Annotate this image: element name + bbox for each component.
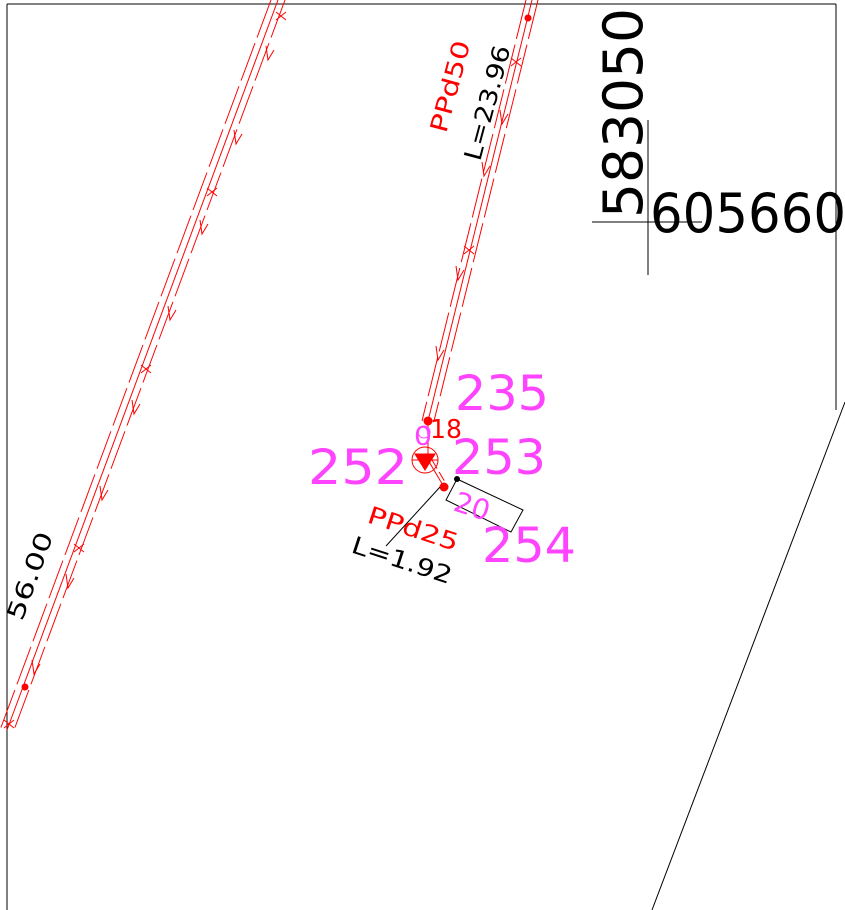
main-pipe-flow-arrows [435, 109, 509, 362]
fragment-label-18: 18 [430, 415, 462, 445]
drawing-frame [6, 3, 837, 910]
point-label-235: 235 [455, 366, 549, 422]
northing-coordinate: 583050 [592, 8, 655, 218]
valve-symbol [411, 425, 439, 474]
left-pipe-flow-arrows [31, 45, 275, 676]
branch-leader-line [385, 486, 441, 547]
coordinate-crosshair [592, 120, 702, 275]
point-label-252: 252 [308, 440, 408, 496]
branch-node-top [423, 416, 433, 426]
chamber-symbol [385, 476, 524, 547]
main-pipe-top-node [524, 14, 532, 22]
left-pipe-length-label: 56.00 [1, 528, 59, 624]
left-pipe-cross-marks [3, 11, 287, 729]
point-label-253: 253 [452, 430, 546, 486]
valve-triangle-icon [414, 453, 436, 471]
point-label-254: 254 [482, 518, 576, 574]
fragment-label-0: 0 [414, 422, 432, 452]
branch-node-bottom [439, 482, 449, 492]
pink-circle-marker [417, 425, 431, 439]
left-pipe [0, 0, 287, 731]
boundary-line [651, 401, 845, 910]
left-pipe-node [21, 683, 29, 691]
easting-coordinate: 605660 [650, 182, 845, 245]
main-pipe [421, 0, 539, 422]
main-pipe-cross-marks [463, 57, 522, 255]
